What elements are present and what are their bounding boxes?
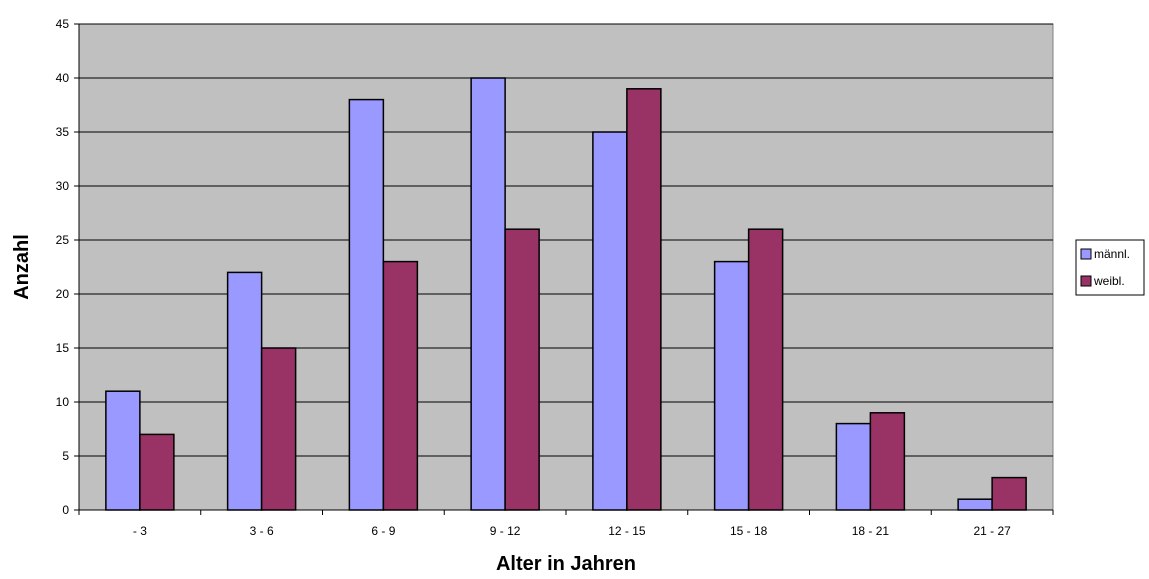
bar-weibl xyxy=(260,347,297,511)
x-tick-label: 3 - 6 xyxy=(250,524,274,538)
bar-weibl xyxy=(747,228,784,511)
x-tick-label: 18 - 21 xyxy=(852,524,890,538)
bar-maennl xyxy=(226,271,263,511)
bar-maennl xyxy=(713,260,750,511)
x-tick-labels: - 3 3 - 6 6 - 9 9 - 12 12 - 15 15 - 18 18 - 21… xyxy=(133,524,1011,538)
x-tick-label: 15 - 18 xyxy=(730,524,768,538)
legend-label-maennl: männl. xyxy=(1094,247,1130,261)
y-tick-label: 15 xyxy=(56,341,70,355)
x-tick-label: - 3 xyxy=(133,524,147,538)
y-tick-label: 35 xyxy=(56,125,70,139)
legend-swatch-maennl xyxy=(1080,248,1092,260)
bar-weibl xyxy=(991,476,1027,511)
x-tick-label: 6 - 9 xyxy=(371,524,395,538)
bars xyxy=(105,77,1027,511)
bar-maennl xyxy=(592,131,628,511)
axes xyxy=(74,23,1054,515)
y-tick-labels: 0 5 10 15 20 25 30 35 40 45 xyxy=(56,17,70,517)
y-axis-title: Anzahl xyxy=(11,234,33,300)
y-tick-label: 30 xyxy=(56,179,70,193)
bar-weibl xyxy=(504,228,540,511)
y-tick-label: 40 xyxy=(56,71,70,85)
x-tick-label: 9 - 12 xyxy=(490,524,521,538)
bar-maennl xyxy=(835,422,872,511)
legend-swatch-weibl xyxy=(1080,275,1092,287)
x-tick-label: 12 - 15 xyxy=(608,524,646,538)
bar-maennl xyxy=(957,498,993,511)
y-tick-label: 20 xyxy=(56,287,70,301)
bar-maennl xyxy=(348,98,385,511)
bar-weibl xyxy=(626,88,662,511)
bar-weibl xyxy=(382,260,419,511)
plot-area xyxy=(78,23,1054,511)
bar-weibl xyxy=(139,433,175,511)
y-tick-label: 10 xyxy=(56,395,70,409)
x-axis-title: Alter in Jahren xyxy=(496,553,636,575)
y-tick-label: 25 xyxy=(56,233,70,247)
y-tick-label: 5 xyxy=(62,449,69,463)
x-tick-label: 21 - 27 xyxy=(973,524,1011,538)
bar-maennl xyxy=(470,77,506,511)
legend: männl. weibl. xyxy=(1075,239,1145,296)
bar-weibl xyxy=(869,412,906,511)
legend-label-weibl: weibl. xyxy=(1093,274,1125,288)
y-tick-label: 45 xyxy=(56,17,70,31)
y-tick-label: 0 xyxy=(62,503,69,517)
bar-maennl xyxy=(105,390,141,511)
